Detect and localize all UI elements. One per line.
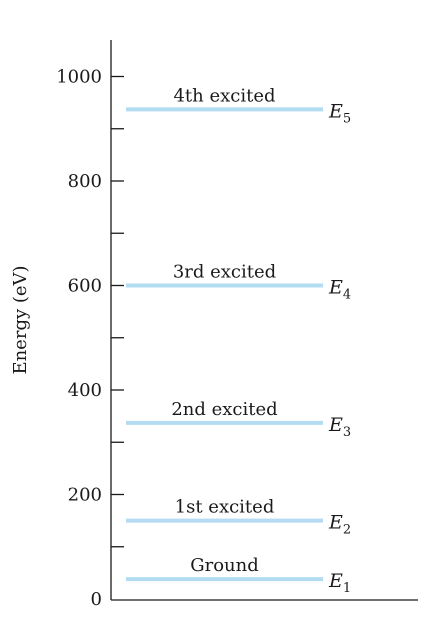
energy-level-name: 4th excited [173,85,275,106]
y-tick-label: 600 [68,276,102,297]
y-tick-label: 200 [68,485,102,506]
energy-level-symbol: E5 [328,100,351,126]
energy-level-symbol: E1 [328,570,351,596]
energy-level-symbol: E2 [328,512,351,538]
y-axis-title: Energy (eV) [10,265,31,374]
energy-level-symbol: E3 [328,414,351,440]
energy-level-name: 2nd excited [171,399,277,420]
energy-level-symbol: E4 [328,277,351,303]
energy-level-name: Ground [190,555,259,576]
y-tick-label: 1000 [56,67,102,88]
y-tick-label: 0 [91,589,102,610]
energy-level-name: 3rd excited [173,262,276,283]
y-tick-label: 400 [68,380,102,401]
y-tick-label: 800 [68,171,102,192]
energy-level-name: 1st excited [175,497,275,518]
